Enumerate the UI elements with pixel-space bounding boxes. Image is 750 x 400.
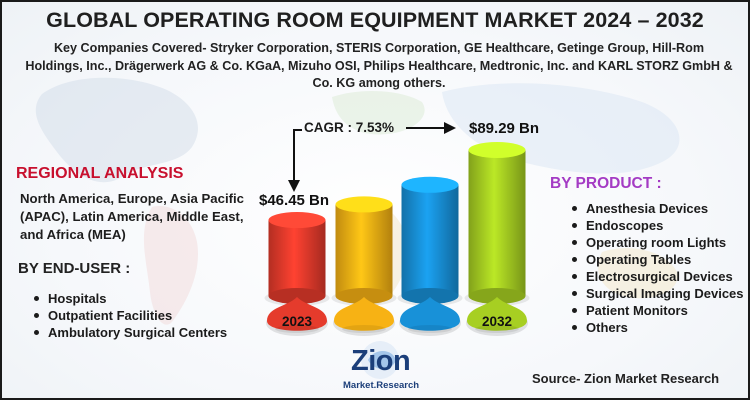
badge-highlight [275, 325, 319, 333]
bar [335, 204, 393, 296]
list-item: Outpatient Facilities [32, 307, 232, 324]
list-item: Operating room Lights [570, 234, 748, 251]
end-user-list: Hospitals Outpatient Facilities Ambulato… [32, 290, 232, 341]
list-item: Others [570, 319, 748, 336]
page-title: GLOBAL OPERATING ROOM EQUIPMENT MARKET 2… [46, 8, 704, 32]
bar-top [401, 176, 459, 193]
badge-highlight [408, 325, 452, 333]
logo-subtitle: Market.Research [343, 380, 420, 391]
year-label: 2032 [482, 314, 512, 329]
bar-base [468, 288, 526, 304]
value-label-2023: $46.45 Bn [259, 192, 330, 209]
list-item: Hospitals [32, 290, 232, 307]
year-badge [400, 297, 460, 331]
bar [268, 220, 326, 296]
by-product-title: BY PRODUCT : [550, 175, 662, 192]
year-badge [334, 297, 394, 331]
bar-top [335, 196, 393, 213]
bar-top [268, 212, 326, 229]
list-item: Electrosurgical Devices [570, 268, 748, 285]
bar [468, 150, 526, 296]
regional-analysis-text: North America, Europe, Asia Pacific (APA… [20, 191, 245, 242]
arrow-head-right [444, 122, 456, 134]
list-item: Surgical Imaging Devices [570, 285, 748, 302]
end-user-title: BY END-USER : [18, 260, 131, 277]
year-badge [467, 297, 527, 331]
cagr-label: CAGR : 7.53% [304, 120, 395, 135]
logo-zion: Zion [351, 345, 411, 377]
cagr-arrow-left [293, 129, 302, 187]
bar-base [401, 288, 459, 304]
bar-top [468, 142, 526, 158]
source-text: Source- Zion Market Research [532, 371, 720, 386]
badge-highlight [475, 325, 519, 333]
year-badge [267, 297, 327, 331]
badge-highlight [342, 325, 386, 333]
regional-analysis-title: REGIONAL ANALYSIS [16, 165, 184, 182]
list-item: Anesthesia Devices [570, 200, 748, 217]
bar-base [335, 288, 393, 304]
bar-base [268, 288, 326, 304]
list-item: Endoscopes [570, 217, 748, 234]
key-companies-text: Key Companies Covered- Stryker Corporati… [25, 41, 733, 90]
value-label-2032: $89.29 Bn [469, 120, 540, 137]
year-label: 2023 [282, 314, 313, 329]
arrow-head-down [288, 180, 300, 192]
list-item: Ambulatory Surgical Centers [32, 324, 232, 341]
list-item: Operating Tables [570, 251, 748, 268]
list-item: Patient Monitors [570, 302, 748, 319]
bar [401, 184, 459, 296]
by-product-list: Anesthesia Devices Endoscopes Operating … [570, 200, 748, 336]
